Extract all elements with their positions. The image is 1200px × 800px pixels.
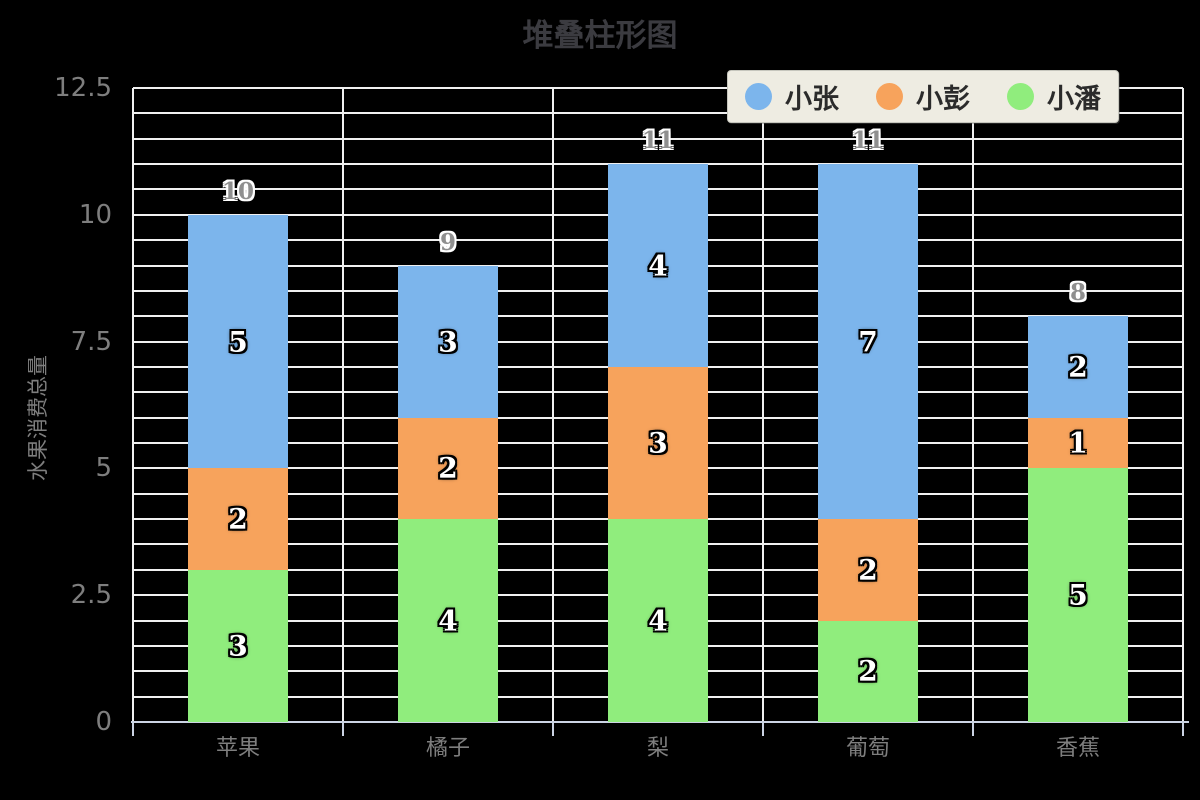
x-axis-tick bbox=[132, 723, 134, 736]
y-tick-label: 5 bbox=[95, 453, 112, 484]
v-gridline bbox=[762, 88, 764, 722]
legend-marker-circle bbox=[745, 83, 772, 110]
bar-total-label: 11 bbox=[851, 127, 885, 155]
y-tick-label: 10 bbox=[78, 199, 112, 230]
segment-value-label: 1 bbox=[1068, 426, 1088, 460]
segment-value-label: 4 bbox=[438, 604, 458, 638]
bar-segment bbox=[608, 164, 708, 367]
legend-label: 小张 bbox=[785, 84, 839, 115]
chart-title: 堆叠柱形图 bbox=[522, 18, 678, 54]
x-axis-tick bbox=[762, 723, 764, 736]
bar-segment bbox=[818, 164, 918, 520]
bar-segment bbox=[1028, 417, 1128, 469]
bar-segment bbox=[188, 214, 288, 469]
x-category-label: 葡萄 bbox=[845, 736, 890, 761]
bar-segment bbox=[188, 569, 288, 722]
plot-border-top bbox=[133, 87, 1183, 89]
bar-segment bbox=[1028, 316, 1128, 418]
bar-segment bbox=[398, 265, 498, 418]
segment-value-label: 3 bbox=[228, 629, 248, 663]
segment-value-label: 5 bbox=[228, 325, 248, 359]
bar-total-label: 9 bbox=[439, 228, 457, 256]
bar-segment bbox=[608, 519, 708, 722]
bar-segment bbox=[1028, 468, 1128, 722]
v-gridline bbox=[972, 88, 974, 722]
v-gridline bbox=[552, 88, 554, 722]
x-axis-tick bbox=[1182, 723, 1184, 736]
legend-item: 小张 bbox=[745, 77, 839, 116]
x-axis-tick bbox=[972, 723, 974, 736]
x-category-label: 梨 bbox=[646, 736, 669, 761]
bar-segment bbox=[188, 468, 288, 570]
segment-value-label: 4 bbox=[648, 604, 668, 638]
legend-marker-circle bbox=[1007, 83, 1034, 110]
x-axis-tick bbox=[552, 723, 554, 736]
legend-label: 小潘 bbox=[1047, 84, 1101, 115]
legend: 小张 小彭 小潘 bbox=[727, 70, 1119, 123]
y-tick-label: 12.5 bbox=[54, 73, 112, 103]
plot-border-right bbox=[1182, 88, 1184, 722]
segment-value-label: 2 bbox=[858, 553, 878, 587]
segment-value-label: 3 bbox=[648, 426, 668, 460]
bar-total-label: 11 bbox=[641, 127, 675, 155]
legend-item: 小潘 bbox=[1007, 77, 1101, 116]
plot-border-left bbox=[132, 88, 134, 722]
y-tick-label: 2.5 bbox=[70, 580, 112, 611]
legend-label: 小彭 bbox=[916, 84, 970, 115]
segment-value-label: 2 bbox=[228, 502, 248, 536]
h-gridline bbox=[133, 112, 1183, 115]
x-axis-line bbox=[131, 721, 1189, 723]
segment-value-label: 3 bbox=[438, 325, 458, 359]
x-category-label: 苹果 bbox=[215, 736, 260, 761]
x-axis-tick bbox=[342, 723, 344, 736]
segment-value-label: 4 bbox=[648, 249, 668, 283]
legend-marker-circle bbox=[876, 83, 903, 110]
legend-item: 小彭 bbox=[876, 77, 970, 116]
h-gridline bbox=[133, 137, 1183, 140]
plot-area: 3 2 5 10 4 2 3 9 4 3 4 11 2 2 7 11 5 1 2 8 bbox=[132, 87, 1184, 722]
bar-segment bbox=[818, 519, 918, 621]
y-tick-label: 7.5 bbox=[70, 326, 112, 357]
x-category-label: 橘子 bbox=[425, 736, 470, 761]
segment-value-label: 2 bbox=[858, 654, 878, 688]
segment-value-label: 5 bbox=[1068, 578, 1088, 612]
y-tick-label: 0 bbox=[95, 707, 112, 737]
segment-value-label: 2 bbox=[438, 451, 458, 485]
segment-value-label: 2 bbox=[1068, 350, 1088, 384]
bar-segment bbox=[398, 417, 498, 520]
bar-total-label: 8 bbox=[1069, 279, 1087, 307]
v-gridline bbox=[342, 88, 344, 722]
segment-value-label: 7 bbox=[858, 325, 878, 359]
bar-segment bbox=[608, 366, 708, 520]
bar-total-label: 10 bbox=[221, 177, 255, 205]
bar-segment bbox=[398, 519, 498, 722]
bar-segment bbox=[818, 620, 918, 722]
x-category-label: 香蕉 bbox=[1055, 736, 1100, 761]
